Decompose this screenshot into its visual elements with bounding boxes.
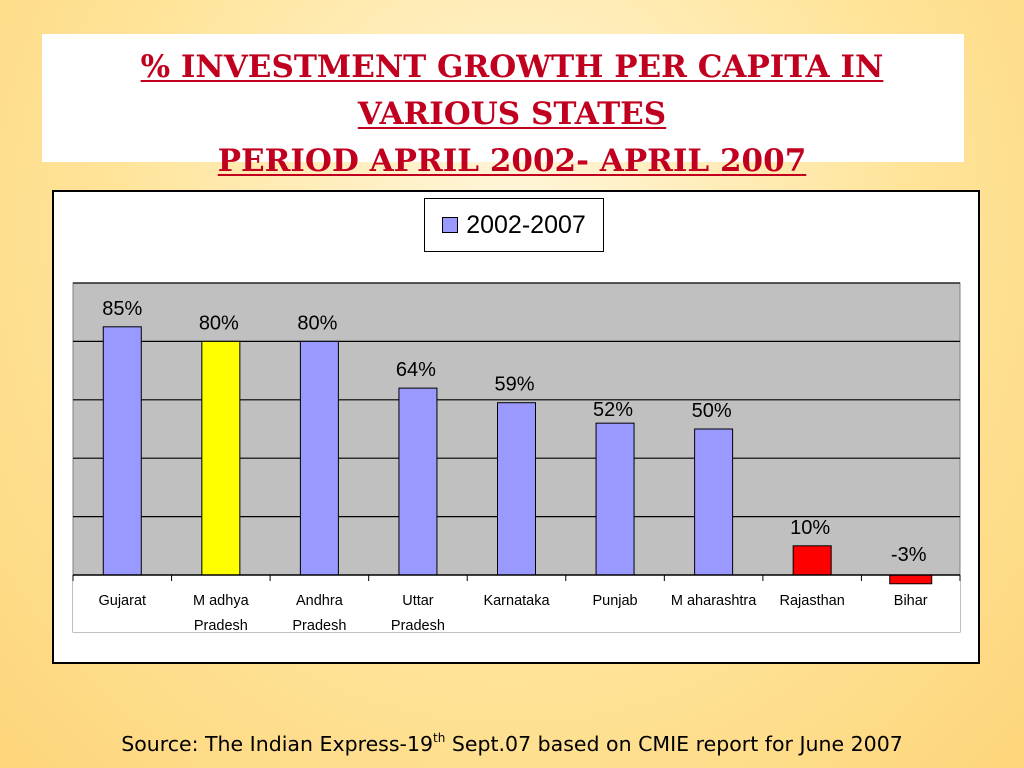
- data-label-0: 85%: [102, 298, 142, 320]
- category-label-3-0: Uttar: [402, 593, 434, 609]
- title-line-3: PERIOD APRIL 2002- APRIL 2007: [217, 143, 807, 179]
- slide-title: % INVESTMENT GROWTH PER CAPITA IN VARIOU…: [42, 44, 982, 185]
- category-label-6-0: M aharashtra: [671, 593, 757, 609]
- source-note: Source: The Indian Express-19th Sept.07 …: [0, 732, 1024, 756]
- category-label-7-0: Rajasthan: [780, 593, 845, 609]
- category-label-5-0: Punjab: [592, 593, 637, 609]
- category-label-4-0: Karnataka: [483, 593, 550, 609]
- data-label-1: 80%: [199, 312, 239, 334]
- title-line-2: VARIOUS STATES: [357, 96, 667, 132]
- data-label-2: 80%: [297, 312, 337, 334]
- bar-1: [201, 340, 241, 576]
- bar-7: [792, 545, 832, 576]
- chart-legend: 2002-2007: [424, 198, 604, 252]
- data-label-3: 64%: [396, 359, 436, 381]
- category-label-8-0: Bihar: [894, 593, 928, 609]
- bar-8: [889, 574, 933, 585]
- category-label-2-0: Andhra: [296, 593, 344, 609]
- bar-3: [398, 387, 438, 576]
- source-superscript: th: [433, 731, 446, 745]
- category-label-0-0: Gujarat: [98, 593, 146, 609]
- data-label-6: 50%: [692, 400, 732, 422]
- bar-4: [497, 402, 536, 576]
- data-label-5: 52%: [593, 399, 633, 421]
- title-line-1: % INVESTMENT GROWTH PER CAPITA IN: [140, 49, 884, 85]
- category-label-1-1: Pradesh: [194, 618, 248, 634]
- source-suffix: Sept.07 based on CMIE report for June 20…: [445, 732, 903, 756]
- bar-2: [299, 340, 339, 576]
- legend-swatch: [442, 217, 459, 233]
- data-label-4: 59%: [494, 374, 534, 396]
- bar-6: [694, 428, 734, 576]
- category-label-3-1: Pradesh: [391, 618, 445, 634]
- category-label-1-0: M adhya: [193, 593, 250, 609]
- data-label-8: -3%: [891, 544, 927, 566]
- category-label-2-1: Pradesh: [292, 618, 346, 634]
- bar-0: [102, 326, 142, 576]
- legend-label: 2002-2007: [466, 210, 586, 239]
- data-label-7: 10%: [790, 517, 830, 539]
- source-prefix: Source: The Indian Express-19: [121, 732, 434, 756]
- bar-5: [595, 422, 635, 576]
- category-label-band: [73, 575, 960, 632]
- title-box: [42, 34, 964, 162]
